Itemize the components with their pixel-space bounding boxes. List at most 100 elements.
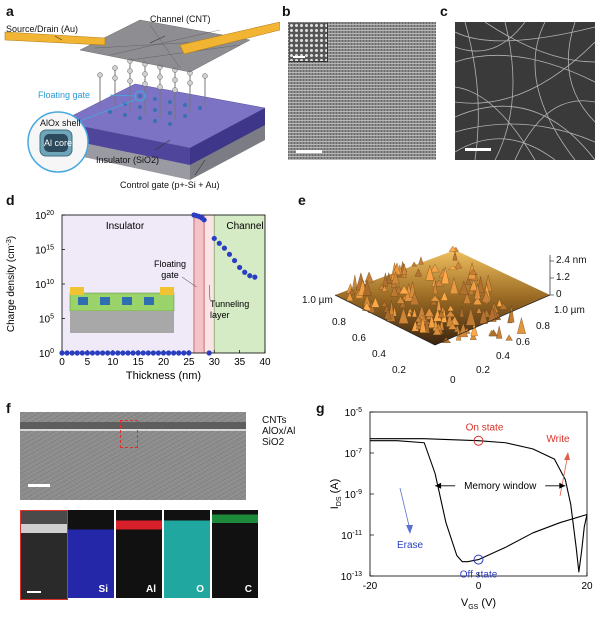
afm-peak: [488, 329, 498, 337]
map-label-al: Al: [146, 584, 156, 595]
data-point-31: [206, 350, 212, 356]
afm-peak: [345, 291, 354, 302]
xtick-label-4: 20: [158, 357, 170, 368]
xtick-label-6: 30: [209, 357, 221, 368]
on-state-label: On state: [466, 423, 504, 434]
off-state-label: Off state: [460, 570, 498, 581]
panel-letter-a: a: [6, 3, 14, 19]
region-label-floating-gate: Floating gate: [154, 259, 186, 280]
al-core-label: Al core: [44, 138, 73, 148]
afm-peak: [392, 262, 402, 275]
map-label-o: O: [196, 584, 204, 595]
sio2-label: SiO2: [262, 437, 285, 448]
afm-peak: [415, 315, 422, 323]
afm-surface-plot: [334, 245, 554, 346]
afm-peak: [432, 280, 438, 294]
erase-arrow: [399, 487, 411, 531]
fg-pointer: [181, 276, 197, 288]
panel-letter-b: b: [282, 3, 291, 19]
afm-peak: [477, 276, 485, 293]
afm-peak: [371, 296, 380, 308]
device-schematic: [4, 19, 280, 180]
afm-peak: [429, 300, 438, 306]
afm-peak: [452, 251, 458, 261]
afm-peak: [449, 277, 459, 294]
data-point-33: [216, 240, 222, 246]
afm-peak: [441, 266, 450, 285]
afm-peak: [436, 297, 442, 311]
inset-substrate: [70, 311, 174, 333]
g-x-axis-label: VGS (V): [461, 597, 496, 611]
panel-letter-g: g: [316, 400, 325, 416]
data-point-35: [226, 251, 233, 257]
cnts-label: CNTs: [262, 415, 287, 426]
afm-peak: [459, 280, 469, 295]
afm-peak: [383, 308, 392, 320]
inset-fg-3: [122, 297, 132, 305]
afm-peak: [430, 263, 440, 273]
y-tick-4: 0.2: [476, 365, 490, 376]
afm-peak: [385, 272, 392, 284]
xtick-label-2: 10: [107, 357, 119, 368]
aloxal-label: AlOx/Al: [262, 426, 296, 437]
inset-fg-1: [78, 297, 88, 305]
afm-peak: [445, 310, 456, 317]
tl-pointer: [208, 284, 211, 301]
afm-peak: [409, 291, 420, 306]
sem-inset: [289, 23, 328, 62]
xtick-label-3: 15: [133, 357, 145, 368]
transfer-curve-chart: -20 0 20 10-5 10-7 10-9 10-11 10-13 On state Off …: [329, 407, 593, 611]
x-tick-3: 0.4: [372, 349, 386, 360]
region-label-insulator: Insulator: [106, 221, 145, 232]
inset-fg-2: [100, 297, 110, 305]
map-label-si: Si: [98, 584, 108, 595]
ytick-label-0: 100: [39, 348, 54, 360]
afm-peak: [411, 307, 418, 318]
data-point-21: [165, 350, 172, 356]
data-point-23: [176, 350, 182, 356]
sem-image-cnt: [455, 22, 595, 160]
data-point-16: [140, 350, 146, 356]
z-tick-2: 0: [556, 289, 562, 300]
afm-peak: [440, 290, 449, 301]
inset-contact-right: [160, 287, 174, 295]
data-point-0: [59, 350, 65, 356]
afm-peak: [411, 261, 417, 267]
g-ytick-label-1: 10-7: [345, 448, 362, 460]
afm-peak: [469, 279, 479, 291]
data-point-14: [130, 350, 136, 356]
afm-peak: [418, 256, 424, 265]
state-marker-1: [473, 554, 484, 565]
afm-peak: [390, 284, 399, 297]
data-point-22: [171, 350, 177, 356]
memory-window-arrow-left: [435, 482, 442, 489]
region-label-tunneling: Tunneling layer: [210, 299, 249, 320]
erase-label: Erase: [397, 540, 424, 551]
memory-window-label-bg: [455, 476, 546, 491]
afm-peak: [407, 307, 413, 313]
afm-peak: [496, 325, 503, 339]
panel-letter-f: f: [6, 400, 11, 416]
afm-peak: [508, 305, 515, 323]
data-point-6: [89, 350, 96, 356]
floating-gate-label: Floating gate: [38, 90, 91, 100]
eds-map-si: Si: [68, 510, 114, 598]
series-line-1: [370, 438, 588, 573]
panel-letter-e: e: [298, 192, 306, 208]
x-axis-label: Thickness (nm): [126, 370, 201, 382]
data-point-17: [145, 350, 151, 356]
source-drain-label: Source/Drain (Au): [6, 24, 79, 34]
g-ytick-label-0: 10-5: [345, 407, 362, 419]
xtick-label-1: 5: [85, 357, 91, 368]
afm-peak: [465, 276, 472, 285]
afm-peak: [378, 283, 385, 290]
afm-peak: [474, 283, 481, 300]
data-point-11: [115, 350, 121, 356]
data-point-25: [186, 350, 192, 356]
afm-peak: [419, 315, 427, 333]
afm-peak: [414, 268, 423, 277]
data-point-3: [74, 350, 80, 356]
afm-peak: [364, 271, 374, 283]
afm-peak: [496, 298, 503, 307]
afm-peak: [354, 293, 364, 299]
